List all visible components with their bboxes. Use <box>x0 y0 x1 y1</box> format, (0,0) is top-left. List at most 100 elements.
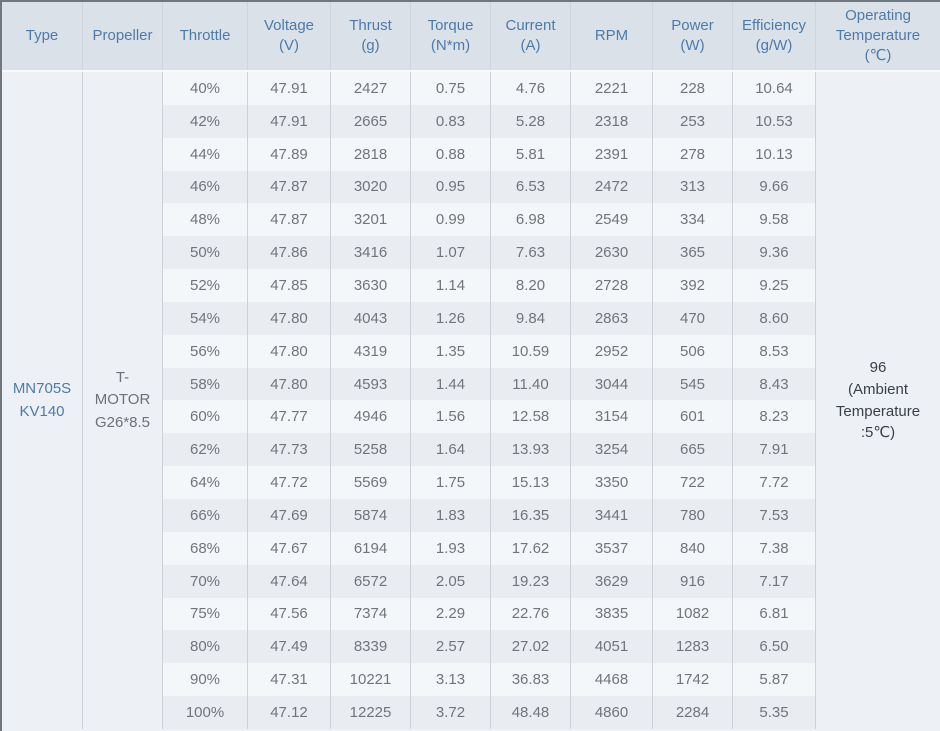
cell-rpm: 2952 <box>571 334 653 368</box>
cell-torque: 3.72 <box>411 696 491 729</box>
cell-current: 6.98 <box>491 203 571 237</box>
cell-torque: 1.35 <box>411 334 491 368</box>
cell-throttle: 46% <box>163 170 248 204</box>
cell-efficiency: 8.60 <box>733 301 816 335</box>
cell-voltage: 47.69 <box>248 498 331 532</box>
cell-current: 19.23 <box>491 564 571 598</box>
cell-current: 6.53 <box>491 170 571 204</box>
propeller-cell: T- MOTOR G26*8.5 <box>83 72 163 729</box>
cell-current: 17.62 <box>491 531 571 565</box>
table-row: 46% 47.87 3020 0.95 6.53 2472 313 9.66 <box>163 170 816 204</box>
cell-efficiency: 9.25 <box>733 269 816 302</box>
cell-thrust: 4319 <box>331 334 411 368</box>
cell-throttle: 66% <box>163 498 248 532</box>
cell-torque: 1.93 <box>411 531 491 565</box>
table-body: MN705S KV140 T- MOTOR G26*8.5 40% 47.91 24… <box>2 72 940 729</box>
type-cell: MN705S KV140 <box>2 72 83 729</box>
cell-throttle: 75% <box>163 597 248 631</box>
cell-power: 1283 <box>653 630 733 664</box>
cell-efficiency: 9.36 <box>733 236 816 270</box>
cell-torque: 2.05 <box>411 564 491 598</box>
col-header-efficiency: Efficiency (g/W) <box>733 2 816 70</box>
cell-voltage: 47.56 <box>248 597 331 631</box>
cell-current: 16.35 <box>491 498 571 532</box>
cell-power: 780 <box>653 498 733 532</box>
cell-current: 12.58 <box>491 400 571 434</box>
cell-voltage: 47.64 <box>248 564 331 598</box>
cell-throttle: 64% <box>163 466 248 499</box>
cell-power: 722 <box>653 466 733 499</box>
col-header-voltage: Voltage (V) <box>248 2 331 70</box>
cell-thrust: 2665 <box>331 104 411 138</box>
col-header-thrust: Thrust (g) <box>331 2 411 70</box>
cell-voltage: 47.89 <box>248 137 331 171</box>
cell-current: 8.20 <box>491 269 571 302</box>
cell-rpm: 4860 <box>571 696 653 729</box>
cell-torque: 2.57 <box>411 630 491 664</box>
cell-power: 470 <box>653 301 733 335</box>
cell-power: 313 <box>653 170 733 204</box>
table-row: 75% 47.56 7374 2.29 22.76 3835 1082 6.81 <box>163 597 816 631</box>
table-row: 62% 47.73 5258 1.64 13.93 3254 665 7.91 <box>163 433 816 467</box>
cell-current: 13.93 <box>491 433 571 467</box>
cell-rpm: 2728 <box>571 269 653 302</box>
cell-voltage: 47.80 <box>248 334 331 368</box>
table-row: 52% 47.85 3630 1.14 8.20 2728 392 9.25 <box>163 269 816 302</box>
cell-current: 48.48 <box>491 696 571 729</box>
cell-rpm: 3835 <box>571 597 653 631</box>
cell-rpm: 4468 <box>571 663 653 697</box>
table-row: 44% 47.89 2818 0.88 5.81 2391 278 10.13 <box>163 137 816 171</box>
cell-thrust: 6572 <box>331 564 411 598</box>
cell-efficiency: 9.66 <box>733 170 816 204</box>
cell-throttle: 54% <box>163 301 248 335</box>
cell-voltage: 47.67 <box>248 531 331 565</box>
cell-voltage: 47.49 <box>248 630 331 664</box>
cell-voltage: 47.72 <box>248 466 331 499</box>
table-row: 58% 47.80 4593 1.44 11.40 3044 545 8.43 <box>163 367 816 401</box>
col-header-power: Power (W) <box>653 2 733 70</box>
cell-voltage: 47.73 <box>248 433 331 467</box>
cell-throttle: 40% <box>163 72 248 105</box>
table-row: 50% 47.86 3416 1.07 7.63 2630 365 9.36 <box>163 236 816 270</box>
cell-current: 22.76 <box>491 597 571 631</box>
table-row: 60% 47.77 4946 1.56 12.58 3154 601 8.23 <box>163 400 816 434</box>
cell-thrust: 3416 <box>331 236 411 270</box>
cell-rpm: 3537 <box>571 531 653 565</box>
cell-torque: 1.07 <box>411 236 491 270</box>
col-header-current: Current (A) <box>491 2 571 70</box>
table-row: 64% 47.72 5569 1.75 15.13 3350 722 7.72 <box>163 466 816 499</box>
table-row: 56% 47.80 4319 1.35 10.59 2952 506 8.53 <box>163 334 816 368</box>
cell-rpm: 2472 <box>571 170 653 204</box>
cell-efficiency: 7.17 <box>733 564 816 598</box>
cell-thrust: 2818 <box>331 137 411 171</box>
cell-efficiency: 5.87 <box>733 663 816 697</box>
table-row: 54% 47.80 4043 1.26 9.84 2863 470 8.60 <box>163 301 816 335</box>
table-row: 66% 47.69 5874 1.83 16.35 3441 780 7.53 <box>163 498 816 532</box>
table-row: 48% 47.87 3201 0.99 6.98 2549 334 9.58 <box>163 203 816 237</box>
cell-power: 365 <box>653 236 733 270</box>
cell-thrust: 2427 <box>331 72 411 105</box>
cell-thrust: 5874 <box>331 498 411 532</box>
cell-torque: 0.95 <box>411 170 491 204</box>
cell-throttle: 90% <box>163 663 248 697</box>
cell-throttle: 68% <box>163 531 248 565</box>
cell-efficiency: 8.43 <box>733 367 816 401</box>
cell-throttle: 52% <box>163 269 248 302</box>
cell-power: 506 <box>653 334 733 368</box>
cell-torque: 1.56 <box>411 400 491 434</box>
cell-efficiency: 5.35 <box>733 696 816 729</box>
cell-torque: 1.26 <box>411 301 491 335</box>
col-header-operating-temperature: Operating Temperature (℃) <box>835 7 921 64</box>
cell-throttle: 58% <box>163 367 248 401</box>
operating-temperature-cell: 96 (Ambient Temperature :5℃) <box>816 72 940 729</box>
cell-throttle: 42% <box>163 104 248 138</box>
cell-torque: 0.83 <box>411 104 491 138</box>
cell-thrust: 4593 <box>331 367 411 401</box>
cell-power: 601 <box>653 400 733 434</box>
cell-rpm: 2863 <box>571 301 653 335</box>
cell-current: 5.81 <box>491 137 571 171</box>
cell-throttle: 100% <box>163 696 248 729</box>
table-row: 42% 47.91 2665 0.83 5.28 2318 253 10.53 <box>163 104 816 138</box>
cell-voltage: 47.91 <box>248 72 331 105</box>
